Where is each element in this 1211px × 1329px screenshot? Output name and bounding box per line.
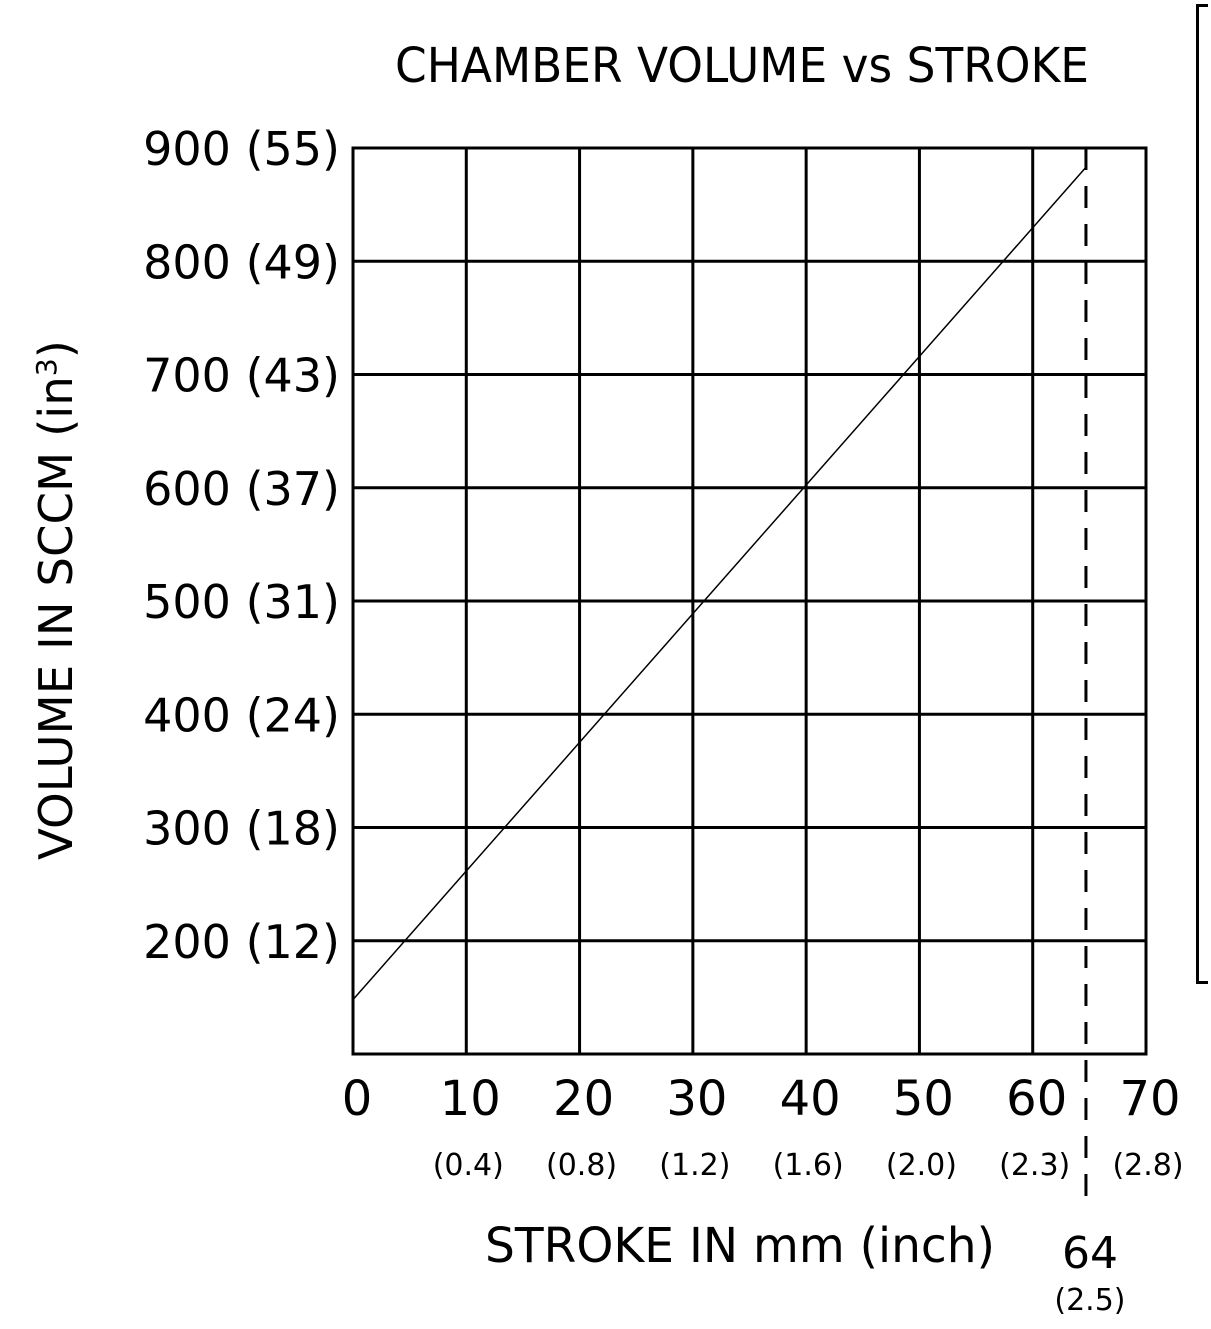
x-tick-label-20: 20 xyxy=(553,1071,614,1127)
series xyxy=(352,166,1087,1001)
x-tick-sublabel-60: (2.3) xyxy=(999,1148,1070,1183)
y-tick-label-400: 400 (24) xyxy=(143,688,340,742)
y-tick-label-900: 900 (55) xyxy=(143,122,340,176)
x-tick-sublabel-10: (0.4) xyxy=(433,1148,504,1183)
marker: 64 (2.5) xyxy=(1054,148,1126,1318)
x-tick-label-0: 0 xyxy=(342,1071,373,1127)
y-axis-label: VOLUME IN SCCM (in3) xyxy=(29,340,83,860)
x-tick-label-10: 10 xyxy=(440,1071,501,1127)
chart-title: CHAMBER VOLUME vs STROKE xyxy=(395,38,1089,94)
x-axis-label: STROKE IN mm (inch) xyxy=(485,1218,995,1274)
x-tick-label-40: 40 xyxy=(780,1071,841,1127)
x-tick-sublabel-50: (2.0) xyxy=(886,1148,957,1183)
y-tick-label-300: 300 (18) xyxy=(143,802,340,856)
x-tick-sublabel-70: (2.8) xyxy=(1112,1148,1183,1183)
y-tick-label-800: 800 (49) xyxy=(143,235,340,289)
x-tick-sublabel-40: (1.6) xyxy=(773,1148,844,1183)
grid xyxy=(351,146,1148,1056)
series-line-0 xyxy=(352,166,1087,1001)
y-tick-labels: 200 (12) 300 (18) 400 (24) 500 (31) 600 (37)… xyxy=(143,122,340,969)
y-tick-label-700: 700 (43) xyxy=(143,349,340,403)
x-tick-sublabel-30: (1.2) xyxy=(659,1148,730,1183)
y-tick-label-500: 500 (31) xyxy=(143,575,340,629)
x-tick-labels: 0 10 (0.4) 20 (0.8) 30 (1.2) 40 (1.6) 50 (2.0) 60 (2… xyxy=(342,1071,1184,1183)
y-axis-label-superscript: 3 xyxy=(30,358,63,376)
marker-sublabel: (2.5) xyxy=(1054,1283,1125,1318)
x-tick-label-60: 60 xyxy=(1006,1071,1067,1127)
x-tick-label-30: 30 xyxy=(666,1071,727,1127)
x-tick-label-50: 50 xyxy=(893,1071,954,1127)
side-panel-edge xyxy=(1196,4,1208,984)
marker-label: 64 xyxy=(1062,1228,1118,1279)
x-tick-label-70: 70 xyxy=(1119,1071,1180,1127)
y-tick-label-200: 200 (12) xyxy=(143,915,340,969)
y-axis-label-close: ) xyxy=(29,340,83,358)
x-tick-sublabel-20: (0.8) xyxy=(546,1148,617,1183)
y-tick-label-600: 600 (37) xyxy=(143,462,340,516)
